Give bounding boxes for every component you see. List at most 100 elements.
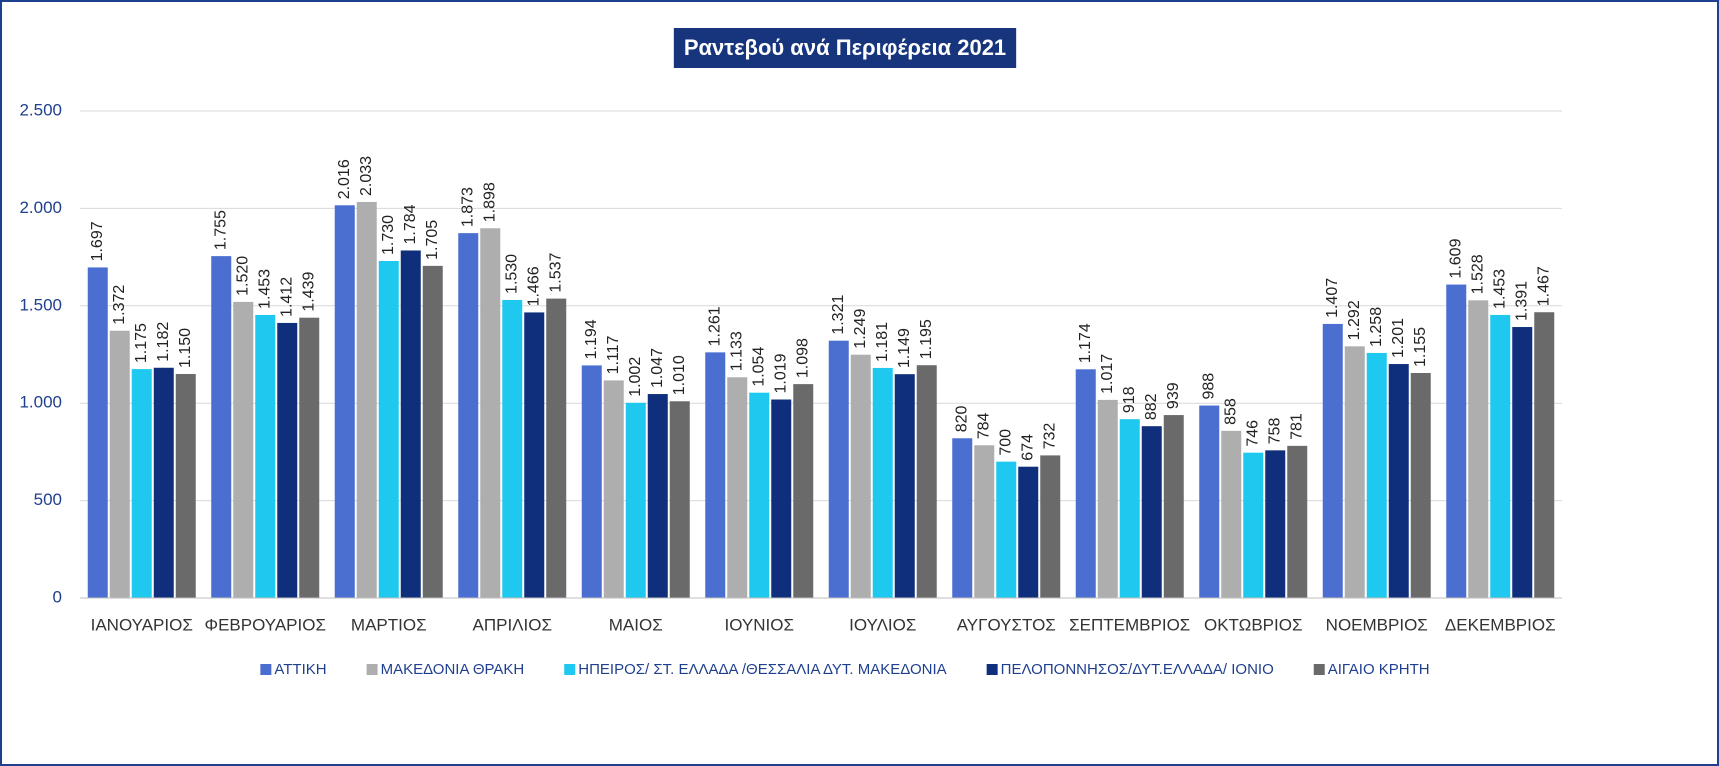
bar	[502, 299, 523, 598]
value-label: 700	[997, 429, 1014, 456]
bar	[1490, 314, 1511, 598]
value-label: 1.261	[706, 306, 723, 346]
bar	[647, 394, 668, 598]
value-label: 1.784	[402, 204, 419, 244]
value-label: 1.372	[111, 285, 128, 325]
bar	[422, 265, 443, 598]
value-label: 1.182	[155, 322, 172, 362]
legend-label: ΑΤΤΙΚΗ	[274, 661, 326, 678]
legend-swatch	[366, 664, 378, 675]
bar	[1097, 399, 1118, 598]
value-label: 882	[1143, 393, 1160, 420]
value-label: 1.258	[1368, 307, 1385, 347]
x-tick-label: ΑΠΡΙΛΙΟΣ	[473, 615, 553, 634]
x-tick-label: ΣΕΠΤΕΜΒΡΙΟΣ	[1069, 615, 1190, 634]
value-label: 1.697	[89, 221, 106, 261]
bar	[1265, 450, 1286, 598]
value-label: 939	[1165, 382, 1182, 409]
value-label: 1.017	[1099, 354, 1116, 394]
bar	[1534, 312, 1555, 598]
value-label: 1.537	[547, 252, 564, 292]
chart-title: Ραντεβού ανά Περιφέρεια 2021	[684, 35, 1006, 60]
bar	[233, 301, 254, 598]
bar	[87, 267, 108, 598]
value-label: 2.033	[358, 156, 375, 196]
x-tick-label: ΑΥΓΟΥΣΤΟΣ	[957, 615, 1056, 634]
x-tick-label: ΟΚΤΩΒΡΙΟΣ	[1204, 615, 1302, 634]
value-label: 732	[1041, 423, 1058, 450]
value-label: 820	[953, 405, 970, 432]
value-label: 1.181	[874, 322, 891, 362]
legend-swatch	[260, 664, 272, 675]
bar	[669, 401, 690, 598]
value-label: 988	[1200, 373, 1217, 400]
bar	[1446, 284, 1467, 598]
y-tick-label: 2.000	[19, 198, 62, 217]
x-tick-label: ΙΟΥΛΙΟΣ	[849, 615, 916, 634]
value-label: 1.054	[750, 347, 767, 387]
bar	[727, 377, 748, 598]
bar	[299, 317, 320, 598]
value-label: 746	[1244, 420, 1261, 447]
value-label: 1.150	[177, 328, 194, 368]
bar	[625, 402, 646, 598]
bar	[1322, 323, 1343, 598]
bar	[1040, 455, 1061, 598]
bar	[378, 260, 399, 598]
legend-swatch	[986, 664, 998, 675]
value-label: 1.520	[234, 256, 251, 296]
value-label: 1.155	[1412, 327, 1429, 367]
y-tick-label: 500	[34, 490, 62, 509]
legend-swatch	[564, 664, 576, 675]
value-label: 1.730	[380, 215, 397, 255]
bar	[974, 445, 995, 598]
value-label: 1.249	[852, 309, 869, 349]
bar	[1221, 430, 1242, 598]
bar	[524, 312, 545, 598]
x-tick-label: ΦΕΒΡΟΥΑΡΙΟΣ	[205, 615, 326, 634]
value-label: 1.466	[525, 266, 542, 306]
bar	[996, 461, 1017, 598]
bar	[546, 298, 567, 598]
value-label: 1.149	[896, 328, 913, 368]
value-label: 1.453	[1491, 269, 1508, 309]
legend-label: ΠΕΛΟΠΟΝΝΗΣΟΣ/ΔΥΤ.ΕΛΛΑΔΑ/ ΙΟΝΙΟ	[1001, 661, 1274, 678]
value-label: 1.528	[1469, 254, 1486, 294]
bar	[400, 250, 421, 598]
value-label: 858	[1222, 398, 1239, 425]
bar	[1141, 426, 1162, 598]
value-label: 1.002	[627, 357, 644, 397]
bar	[356, 201, 377, 598]
bar	[850, 354, 871, 598]
legend-swatch	[1313, 664, 1325, 675]
bar	[153, 367, 174, 598]
bar	[872, 367, 893, 598]
bar	[771, 399, 792, 598]
value-label: 1.019	[772, 353, 789, 393]
bar	[1287, 445, 1308, 598]
y-tick-label: 2.500	[19, 100, 62, 119]
value-label: 1.175	[133, 323, 150, 363]
bar	[1018, 466, 1039, 598]
value-label: 1.010	[671, 355, 688, 395]
bar	[705, 352, 726, 598]
bar	[1344, 346, 1365, 598]
value-label: 1.174	[1077, 323, 1094, 363]
value-label: 674	[1019, 434, 1036, 461]
value-label: 1.755	[212, 210, 229, 250]
value-label: 1.133	[728, 331, 745, 371]
value-label: 1.292	[1346, 300, 1363, 340]
x-tick-label: ΜΑΡΤΙΟΣ	[351, 615, 427, 634]
bar	[175, 373, 196, 598]
bar	[1163, 415, 1184, 598]
value-label: 2.016	[336, 159, 353, 199]
y-tick-label: 1.000	[19, 393, 62, 412]
x-tick-label: ΜΑΙΟΣ	[609, 615, 663, 634]
legend-label: ΗΠΕΙΡΟΣ/ ΣΤ. ΕΛΛΑΔΑ /ΘΕΣΣΑΛΙΑ ΔΥΤ. ΜΑΚΕΔ…	[578, 661, 946, 678]
y-tick-label: 1.500	[19, 295, 62, 314]
value-label: 784	[975, 412, 992, 439]
bar	[894, 374, 915, 598]
x-tick-label: ΝΟΕΜΒΡΙΟΣ	[1326, 615, 1428, 634]
bar	[916, 365, 937, 598]
